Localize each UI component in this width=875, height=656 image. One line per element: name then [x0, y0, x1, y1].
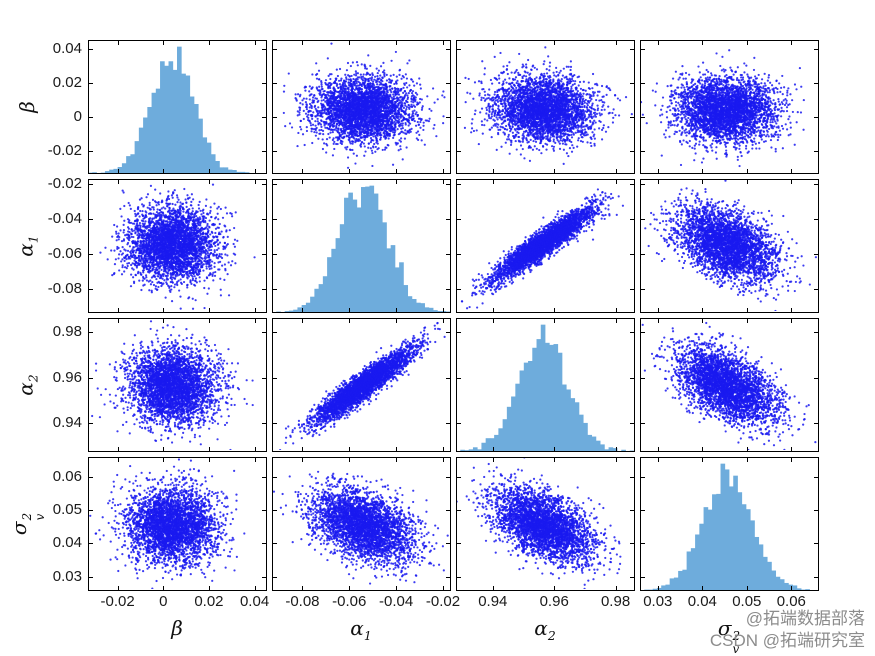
y-tick-label-alpha2-1: 0.96	[52, 368, 82, 386]
y-axis-label-alpha1: α1	[13, 234, 41, 257]
x-tick-label-alpha2-2: 0.98	[600, 593, 631, 610]
x-axis-label-alpha1: α1	[350, 616, 372, 643]
x-tick-label-beta-1: 0	[159, 593, 168, 610]
y-tick-label-beta-0: -0.02	[47, 141, 82, 159]
y-tick-label-beta-2: 0.02	[52, 73, 82, 91]
watermark: @拓端数据部落 CSDN @拓端研究室	[710, 608, 865, 652]
y-tick-label-sigma_v2-3: 0.06	[52, 467, 82, 485]
x-tick-label-sigma_v2-1: 0.04	[687, 593, 717, 610]
x-tick-label-alpha2-1: 0.96	[539, 593, 569, 610]
y-tick-label-alpha1-1: -0.06	[47, 245, 82, 263]
x-axis-label-alpha2: α2	[534, 616, 556, 643]
x-axis-label-beta: β	[171, 616, 183, 640]
x-tick-label-alpha2-0: 0.94	[478, 593, 508, 610]
y-tick-label-alpha2-2: 0.98	[52, 322, 82, 340]
watermark-line-2: CSDN @拓端研究室	[709, 631, 865, 650]
x-tick-label-alpha1-3: -0.02	[425, 593, 461, 610]
y-tick-label-beta-3: 0.04	[52, 39, 82, 57]
y-tick-label-alpha1-0: -0.08	[47, 280, 82, 298]
watermark-line-1: @拓端数据部落	[745, 609, 865, 628]
x-tick-label-alpha1-1: -0.06	[332, 593, 367, 610]
x-tick-label-sigma_v2-0: 0.03	[643, 593, 673, 610]
x-tick-label-sigma_v2-2: 0.05	[732, 593, 762, 610]
x-tick-label-beta-3: 0.04	[239, 593, 270, 610]
y-tick-label-sigma_v2-2: 0.05	[52, 501, 82, 519]
y-axis-label-beta: β	[15, 100, 39, 113]
x-tick-label-beta-0: -0.02	[100, 593, 135, 610]
y-tick-label-sigma_v2-1: 0.04	[52, 534, 82, 552]
y-tick-label-alpha1-2: -0.04	[47, 210, 82, 228]
y-axis-label-alpha2: α2	[13, 373, 41, 396]
y-tick-label-sigma_v2-0: 0.03	[52, 567, 82, 585]
x-tick-label-sigma_v2-3: 0.06	[776, 593, 806, 610]
y-tick-label-alpha1-3: -0.02	[47, 175, 82, 193]
y-tick-label-alpha2-0: 0.94	[52, 414, 82, 432]
x-tick-label-alpha1-0: -0.08	[285, 593, 320, 610]
x-tick-label-beta-2: 0.02	[194, 593, 224, 610]
x-tick-label-alpha1-2: -0.04	[379, 593, 414, 610]
y-tick-label-beta-1: 0	[73, 107, 82, 125]
